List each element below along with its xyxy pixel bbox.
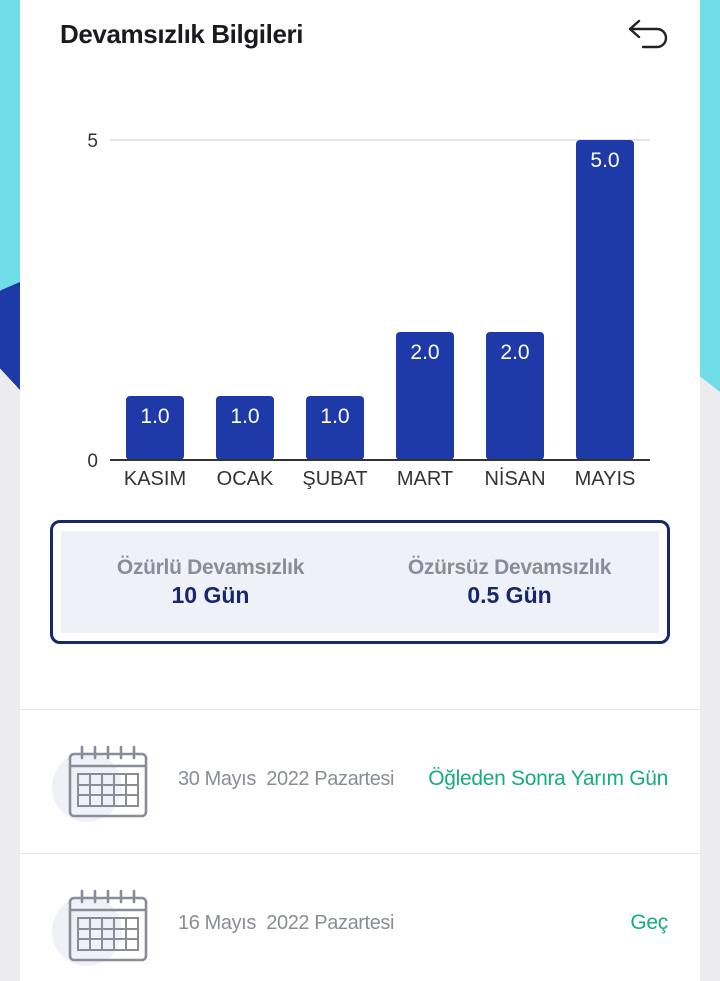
calendar-icon [68,889,148,962]
data-label: 1.0 [320,405,349,428]
calendar-icon-background [52,752,122,822]
record-date: 30 Mayıs 2022 Pazartesi [178,768,395,790]
attendance-bar-chart: 0 5 1.0 KASIM 1.0 OCAK 1.0 ŞUBAT 2.0 MART 2.0 NİSAN… [60,120,660,505]
x-tick-label: MAYIS [575,468,636,490]
back-button[interactable] [624,14,674,54]
bar [486,332,544,460]
background-accent-left [0,0,20,290]
background-accent-right [700,0,720,392]
undo-arrow-icon [628,19,668,49]
x-tick-label: OCAK [217,468,274,490]
bar [126,396,184,460]
bar [396,332,454,460]
list-item[interactable]: 16 Mayıs 2022 Pazartesi Geç [20,853,700,981]
calendar-icon [68,745,148,818]
summary-box: Özürlü Devamsızlık 10 Gün Özürsüz Devams… [50,520,670,644]
data-label: 1.0 [140,405,169,428]
x-tick-label: ŞUBAT [302,468,367,490]
y-tick-label: 5 [87,131,98,152]
excused-value: 10 Gün [171,581,250,608]
record-status: Geç [630,911,668,934]
x-tick-label: NİSAN [484,467,545,490]
record-date: 16 Mayıs 2022 Pazartesi [178,912,395,934]
excused-summary: Özürlü Devamsızlık 10 Gün [61,531,360,633]
unexcused-value: 0.5 Gün [467,581,552,608]
summary-panel: Özürlü Devamsızlık 10 Gün Özürsüz Devams… [61,531,659,633]
unexcused-summary: Özürsüz Devamsızlık 0.5 Gün [360,531,659,633]
unexcused-label: Özürsüz Devamsızlık [407,555,612,579]
record-status: Öğleden Sonra Yarım Gün [428,767,668,790]
data-label: 2.0 [410,341,439,364]
excused-label: Özürlü Devamsızlık [116,555,305,579]
background-accent-left-blue [0,282,20,390]
page-title: Devamsızlık Bilgileri [60,18,304,49]
calendar-icon-background [52,896,122,966]
chart-canvas: 0 5 1.0 KASIM 1.0 OCAK 1.0 ŞUBAT 2.0 MART 2.0 NİSAN… [87,131,650,490]
attendance-card: Devamsızlık Bilgileri 0 5 1.0 KASIM 1.0 OCAK 1… [20,0,700,981]
list-item[interactable]: 30 Mayıs 2022 Pazartesi Öğleden Sonra Ya… [20,709,700,853]
data-label: 1.0 [230,405,259,428]
bar [306,396,364,460]
header: Devamsızlık Bilgileri [60,14,303,54]
x-tick-label: MART [397,468,453,490]
attendance-records-list: 30 Mayıs 2022 Pazartesi Öğleden Sonra Ya… [20,709,700,981]
bar [576,140,634,460]
y-tick-label: 0 [87,451,98,472]
data-label: 5.0 [590,149,619,172]
bar [216,396,274,460]
data-label: 2.0 [500,341,529,364]
x-tick-label: KASIM [124,468,186,490]
